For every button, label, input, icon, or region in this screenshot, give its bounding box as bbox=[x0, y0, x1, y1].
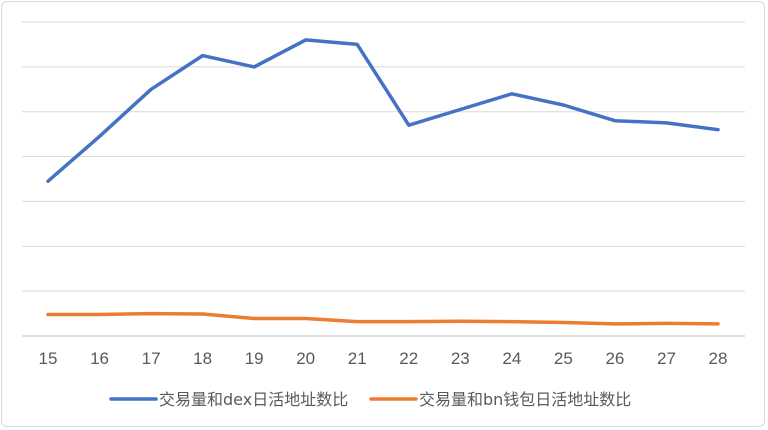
data-point bbox=[355, 320, 359, 324]
data-point bbox=[355, 43, 359, 47]
data-point bbox=[201, 312, 205, 316]
x-tick-label: 19 bbox=[245, 349, 264, 368]
x-tick-label: 15 bbox=[39, 349, 58, 368]
data-point bbox=[201, 54, 205, 58]
data-point bbox=[510, 320, 514, 324]
x-tick-label: 27 bbox=[657, 349, 676, 368]
gridlines bbox=[22, 21, 745, 292]
data-point bbox=[304, 317, 308, 321]
x-tick-label: 25 bbox=[554, 349, 573, 368]
data-point bbox=[613, 322, 617, 326]
x-tick-label: 26 bbox=[605, 349, 624, 368]
data-point bbox=[252, 317, 256, 321]
data-point bbox=[665, 121, 669, 125]
legend-item-2: 交易量和bn钱包日活地址数比 bbox=[369, 390, 631, 409]
series-line-1 bbox=[46, 38, 720, 183]
x-tick-label: 23 bbox=[451, 349, 470, 368]
x-tick-label: 22 bbox=[399, 349, 418, 368]
data-point bbox=[716, 322, 720, 326]
data-point bbox=[407, 320, 411, 324]
data-point bbox=[510, 92, 514, 96]
x-tick-label: 18 bbox=[193, 349, 212, 368]
x-tick-label: 24 bbox=[502, 349, 521, 368]
data-point bbox=[304, 38, 308, 42]
legend: 交易量和dex日活地址数比 交易量和bn钱包日活地址数比 bbox=[109, 390, 631, 409]
data-point bbox=[459, 108, 463, 112]
data-point bbox=[613, 119, 617, 123]
x-tick-label: 16 bbox=[90, 349, 109, 368]
data-point bbox=[46, 313, 50, 317]
x-tick-labels: 15 16 17 18 19 20 21 22 23 24 25 26 27 28 bbox=[39, 349, 728, 368]
data-point bbox=[459, 319, 463, 323]
legend-item-1: 交易量和dex日活地址数比 bbox=[109, 390, 348, 409]
data-point bbox=[716, 128, 720, 132]
data-point bbox=[149, 312, 153, 316]
data-point bbox=[149, 87, 153, 91]
series-line-2 bbox=[46, 311, 720, 326]
data-point bbox=[98, 313, 102, 317]
data-point bbox=[407, 123, 411, 127]
data-point bbox=[46, 179, 50, 183]
data-point bbox=[665, 322, 669, 326]
x-tick-label: 20 bbox=[296, 349, 315, 368]
series-layer bbox=[46, 38, 720, 326]
data-point bbox=[98, 135, 102, 139]
data-point bbox=[562, 321, 566, 325]
data-point bbox=[562, 103, 566, 107]
data-point bbox=[252, 65, 256, 69]
legend-label: 交易量和bn钱包日活地址数比 bbox=[419, 390, 631, 409]
x-tick-label: 21 bbox=[348, 349, 367, 368]
legend-label: 交易量和dex日活地址数比 bbox=[159, 390, 348, 409]
x-tick-label: 17 bbox=[142, 349, 161, 368]
x-tick-label: 28 bbox=[709, 349, 728, 368]
